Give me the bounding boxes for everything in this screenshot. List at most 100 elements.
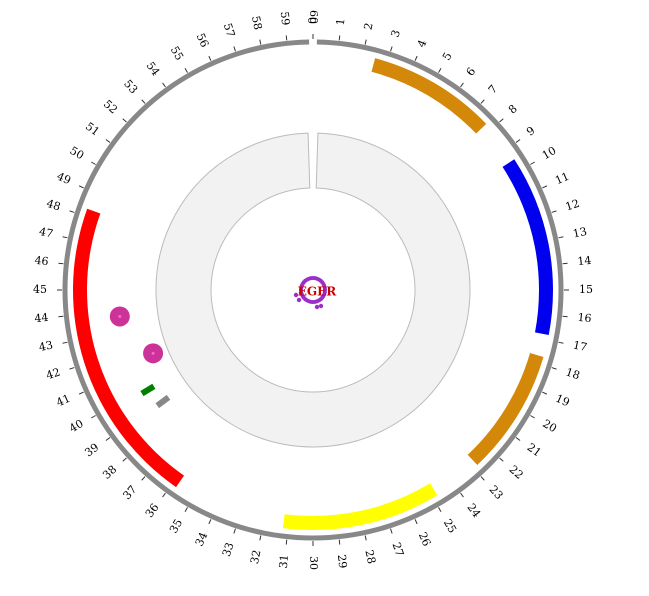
tick-mark [414,55,418,61]
tick-mark [562,315,568,318]
tick-mark [91,161,96,165]
tick-label: 30 [307,556,320,570]
tick-mark [562,262,568,265]
tick-mark [551,367,557,370]
tick-mark [285,539,288,545]
tick-label: 12 [564,197,581,214]
tick-label: 37 [120,483,139,502]
tick-mark [480,476,485,481]
tick-label: 43 [38,338,54,354]
tick-label: 22 [507,463,526,482]
tick-label: 40 [67,417,86,435]
center-mark [296,297,302,303]
tick-label: 59 [278,11,292,26]
center-mark [322,285,327,290]
tick-label: 55 [168,44,186,63]
tick-mark [438,68,442,73]
tick-mark [460,82,464,88]
tick-label: 3 [389,28,404,39]
tick-label: 36 [143,501,162,520]
tick-label: 6 [464,65,479,78]
tick-mark [105,437,111,441]
feature-arc [73,208,185,488]
tick-mark [78,391,84,395]
tick-label: 38 [100,463,119,482]
tick-mark [233,46,236,52]
tick-label: 27 [389,541,406,558]
tick-mark [58,262,64,265]
tick-mark [480,99,485,104]
tick-label: 57 [221,22,238,39]
tick-mark [499,118,504,123]
tick-label: 20 [540,417,559,435]
tick-mark [105,139,111,143]
tick-mark [285,35,288,41]
tick-mark [91,415,96,419]
feature-arc [371,58,487,134]
tick-mark [499,457,504,462]
tick-label: 14 [577,254,592,268]
tick-mark [338,35,341,41]
tick-label: 16 [577,311,592,325]
tick-mark [208,519,212,525]
marker-tile [140,383,156,397]
tick-label: 1 [334,18,348,26]
feature-arc [502,159,554,335]
tick-mark [390,46,393,52]
tick-mark [141,99,146,104]
tick-mark [259,39,262,45]
marker-tile [155,394,171,409]
tick-label: 17 [572,338,588,354]
tick-mark [515,437,521,441]
tick-mark [542,391,548,395]
tick-mark [390,528,393,534]
tick-label: 32 [248,549,264,565]
tick-label: 33 [220,541,237,558]
tick-label: 18 [564,366,581,383]
tick-mark [162,492,166,498]
tick-mark [438,507,442,512]
tick-mark [184,507,188,512]
tick-label: 7 [486,82,500,96]
center-glyph: EGER [293,276,338,310]
tick-mark [414,519,418,525]
tick-label: 54 [144,59,163,78]
center-mark [293,292,299,298]
center-label: EGER [298,285,338,299]
tick-label: 28 [362,549,378,565]
tick-mark [62,341,68,344]
tick-label: 15 [579,283,593,296]
tick-mark [515,139,521,143]
tick-label: 11 [553,170,571,188]
tick-mark [69,210,75,213]
tick-label: 8 [506,102,520,116]
tick-mark [338,539,341,545]
tick-label: 50 [68,144,87,162]
tick-mark [62,236,68,239]
tick-label: 48 [45,197,62,214]
tick-label: 24 [464,501,483,520]
tick-mark [364,535,367,541]
feature-markers [109,306,171,409]
tick-mark [208,55,212,61]
center-mark [314,304,320,310]
tick-label: 53 [121,77,140,96]
tick-mark [259,535,262,541]
feature-arcs [73,58,554,530]
tick-mark [551,210,557,213]
marker-dot [118,314,122,318]
tick-label: 39 [82,441,101,460]
tick-label: 45 [33,283,47,296]
tick-mark [530,415,535,419]
tick-mark [58,315,64,318]
tick-label: 56 [194,31,212,49]
tick-label: 5 [440,50,455,63]
tick-mark [122,457,127,462]
tick-label: 26 [416,530,434,548]
tick-label: 4 [415,38,430,50]
tick-label: 60 [307,10,320,24]
tick-label: 10 [540,144,559,162]
tick-label: 42 [45,366,62,383]
tick-mark [542,185,548,189]
